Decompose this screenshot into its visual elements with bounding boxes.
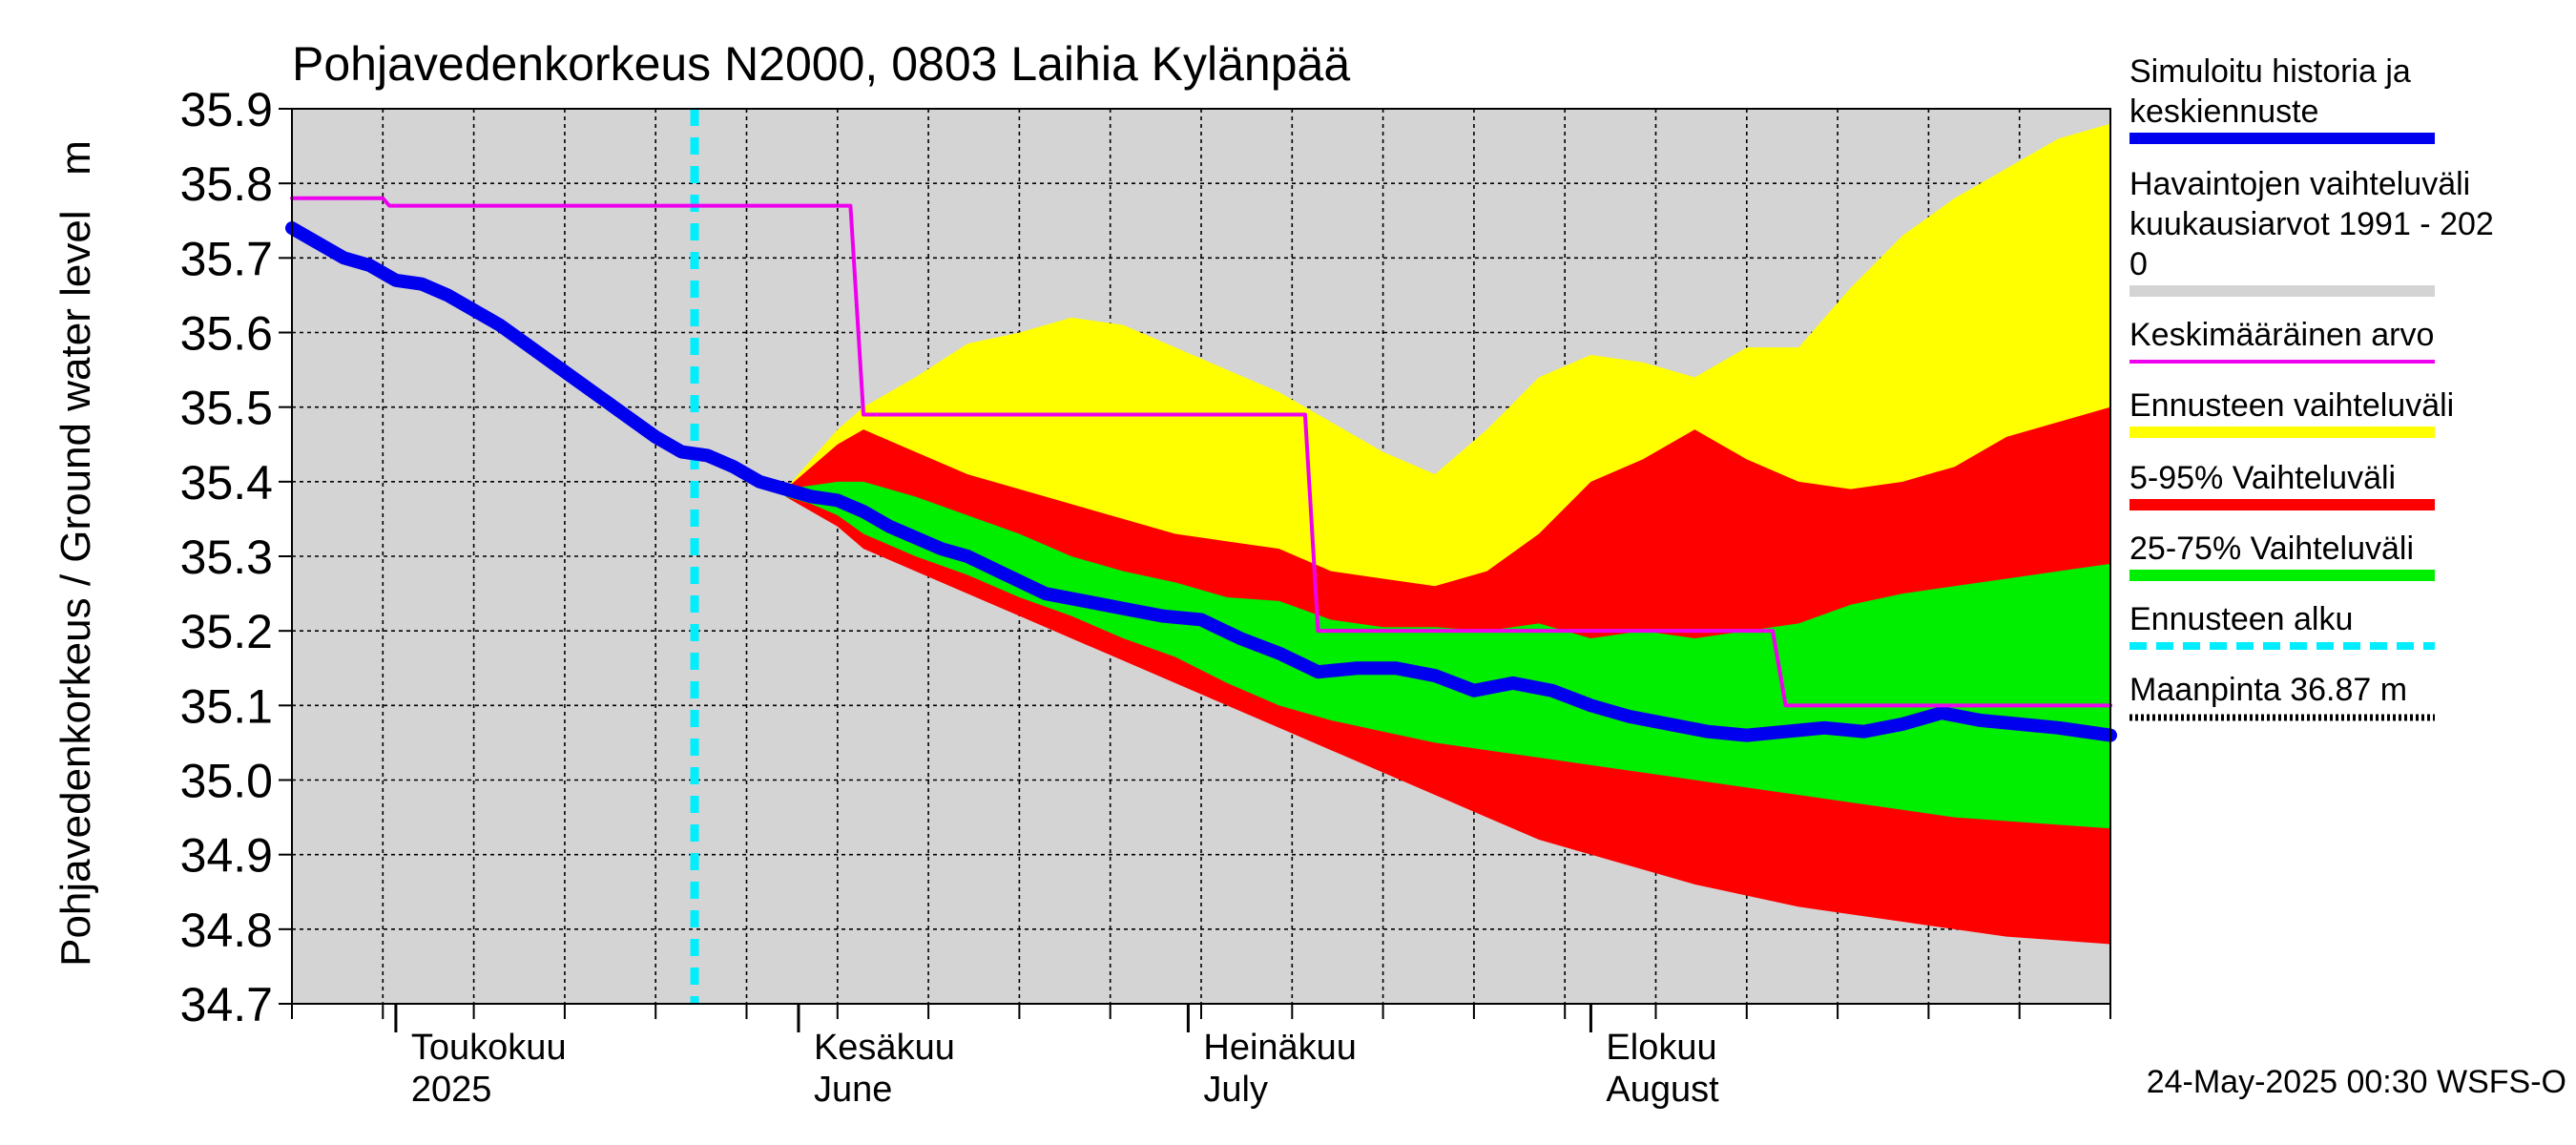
legend-item: 5-95% Vaihteluväli: [2129, 460, 2435, 510]
legend-label: Ennusteen vaihteluväli: [2129, 387, 2454, 424]
band-25-75-vaihteluv-li: [785, 481, 2111, 829]
y-tick-label: 35.5: [180, 382, 273, 435]
y-tick-label: 34.7: [180, 978, 273, 1031]
axes: 35.9 35.8 35.7 35.6 35.5 35.4 35.3 35.2 35.1 35.0…: [180, 83, 2111, 1110]
series-line-simulated: [285, 221, 2117, 742]
y-axis-label: Pohjavedenkorkeus / Ground water level m: [52, 140, 99, 967]
x-tick-label-month: Elokuu: [1606, 1028, 1716, 1068]
legend-label: Ennusteen alku: [2129, 601, 2353, 637]
series-lines: [285, 109, 2117, 1004]
legend-label: Havaintojen vaihteluväli: [2129, 166, 2470, 202]
x-tick-label-sub: August: [1606, 1070, 1719, 1110]
legend-item: Havaintojen vaihteluväli kuukausiarvot 1…: [2129, 166, 2494, 297]
y-tick-label: 35.3: [180, 531, 273, 584]
y-tick-label: 35.1: [180, 679, 273, 733]
legend-label: 0: [2129, 246, 2148, 282]
legend-item: Keskimääräinen arvo: [2129, 317, 2435, 364]
legend: Simuloitu historia ja keskiennuste Havaint…: [2129, 53, 2494, 721]
y-tick-label: 34.9: [180, 829, 273, 883]
y-tick-label: 35.7: [180, 232, 273, 285]
x-tick-label-sub: July: [1203, 1070, 1268, 1110]
chart-title: Pohjavedenkorkeus N2000, 0803 Laihia Kyl…: [292, 37, 1350, 91]
timestamp: 24-May-2025 00:30 WSFS-O: [2147, 1064, 2566, 1100]
legend-item: Simuloitu historia ja keskiennuste: [2129, 53, 2435, 144]
legend-item: 25-75% Vaihteluväli: [2129, 531, 2435, 581]
x-tick-label-sub: June: [814, 1070, 892, 1110]
legend-label: keskiennuste: [2129, 94, 2318, 130]
y-tick-label: 35.4: [180, 456, 273, 510]
x-tick-label-sub: 2025: [411, 1070, 492, 1110]
y-tick-label: 35.9: [180, 83, 273, 136]
legend-label: 25-75% Vaihteluväli: [2129, 531, 2414, 567]
legend-label: Simuloitu historia ja: [2129, 53, 2411, 90]
legend-item: Ennusteen vaihteluväli: [2129, 387, 2454, 438]
legend-label: kuukausiarvot 1991 - 202: [2129, 206, 2494, 242]
legend-label: Keskimääräinen arvo: [2129, 317, 2434, 353]
legend-label: Maanpinta 36.87 m: [2129, 672, 2407, 708]
legend-label: 5-95% Vaihteluväli: [2129, 460, 2396, 496]
legend-item: Ennusteen alku: [2129, 601, 2435, 650]
y-tick-label: 35.0: [180, 755, 273, 808]
y-tick-label: 35.6: [180, 307, 273, 361]
y-tick-label: 34.8: [180, 904, 273, 957]
series-line-mean: [290, 196, 2112, 708]
y-tick-label: 35.2: [180, 605, 273, 658]
x-tick-label-month: Heinäkuu: [1203, 1028, 1357, 1068]
legend-item: Maanpinta 36.87 m: [2129, 672, 2435, 721]
x-tick-label-month: Toukokuu: [411, 1028, 567, 1068]
y-tick-label: 35.8: [180, 157, 273, 211]
x-tick-label-month: Kesäkuu: [814, 1028, 955, 1068]
